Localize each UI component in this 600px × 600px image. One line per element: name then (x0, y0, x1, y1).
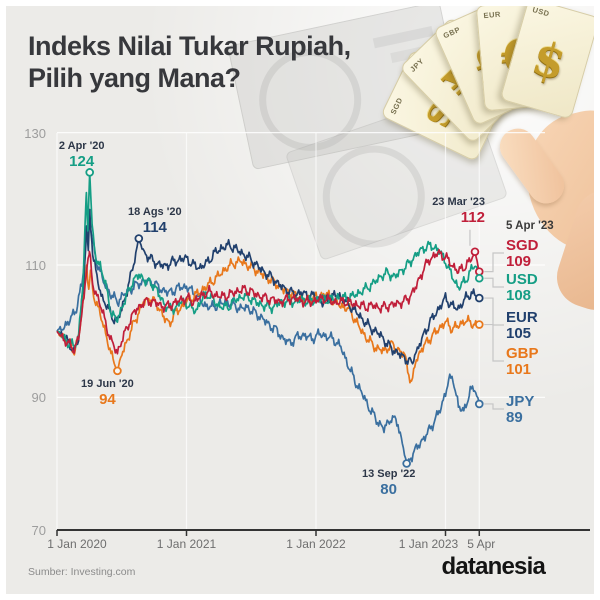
end-label-value: 108 (506, 287, 532, 304)
end-label-value: 109 (506, 253, 532, 270)
title-line-2: Pilih yang Mana? (28, 63, 241, 94)
x-tick-label: 1 Jan 2023 (398, 537, 459, 551)
series-endpoint-jpy (474, 399, 484, 409)
series-line-usd (56, 171, 481, 349)
series-endpoint-gbp (474, 320, 484, 329)
annotation-value: 112 (460, 208, 485, 226)
annotation-date: 19 Jun '20 (81, 377, 134, 390)
y-tick-label: 130 (24, 125, 46, 141)
end-label-gbp: GBP 101 (506, 346, 539, 378)
x-tick-label: 5 Apr (467, 537, 496, 551)
end-label-sgd: SGD 109 (506, 238, 539, 270)
x-tick-label: 1 Jan 2021 (156, 537, 217, 551)
end-label-value: 105 (506, 325, 532, 342)
end-label-connector (484, 323, 504, 362)
end-label-usd: USD 108 (506, 272, 538, 304)
source-credit: Sumber: Investing.com (28, 566, 136, 578)
brand-logo: datanesia (441, 553, 545, 580)
annotation-sgd: 23 Mar '23 112 (395, 196, 485, 226)
annotation-value: 94 (99, 390, 116, 408)
end-label-code: GBP (506, 345, 539, 362)
annotation-eur: 18 Ags '20 114 (110, 206, 200, 236)
annotation-value: 114 (142, 218, 167, 236)
annotation-date: 23 Mar '23 (432, 195, 485, 208)
annotation-value: 124 (69, 153, 95, 171)
annotation-date: 2 Apr '20 (58, 140, 105, 153)
title-line-1: Indeks Nilai Tukar Rupiah, (28, 31, 351, 61)
annotation-marker-gbp (113, 366, 122, 376)
annotation-date: 13 Sep '22 (361, 467, 416, 480)
end-label-value: 101 (506, 361, 532, 378)
annotation-marker-usd (85, 168, 94, 177)
annotation-jpy: 13 Sep '22 80 (344, 468, 434, 498)
end-label-code: SGD (506, 237, 539, 254)
end-label-connector (484, 277, 504, 288)
end-label-code: USD (506, 271, 538, 288)
x-tick-label: 1 Jan 2022 (286, 537, 346, 551)
end-label-connector (484, 252, 504, 273)
annotation-value: 80 (380, 480, 397, 498)
end-label-code: EUR (506, 309, 538, 326)
end-label-connector (484, 297, 504, 326)
x-tick-label: 1 Jan 2020 (47, 537, 107, 551)
series-line-sgd (56, 248, 481, 355)
page-title: Indeks Nilai Tukar Rupiah, Pilih yang Man… (28, 30, 368, 95)
end-label-eur: EUR 105 (506, 310, 538, 342)
annotation-date: 18 Ags '20 (128, 205, 182, 218)
end-label-connector (484, 403, 504, 410)
end-label-jpy: JPY 89 (506, 394, 534, 426)
series-endpoint-usd (474, 273, 484, 283)
y-tick-label: 110 (25, 258, 46, 273)
end-labels-header: 5 Apr '23 (506, 220, 554, 232)
series-line-gbp (56, 256, 480, 384)
annotation-usd: 2 Apr '20 124 (37, 140, 127, 170)
series-endpoint-eur (474, 293, 484, 303)
y-tick-label: 90 (31, 390, 46, 406)
annotation-marker-jpy (402, 459, 411, 468)
y-tick-label: 70 (31, 522, 46, 538)
end-label-code: JPY (506, 393, 535, 410)
annotation-marker-sgd (470, 247, 480, 257)
annotation-gbp: 19 Jun '20 94 (62, 378, 152, 408)
annotation-marker-eur (134, 234, 144, 243)
end-label-value: 89 (506, 409, 523, 426)
